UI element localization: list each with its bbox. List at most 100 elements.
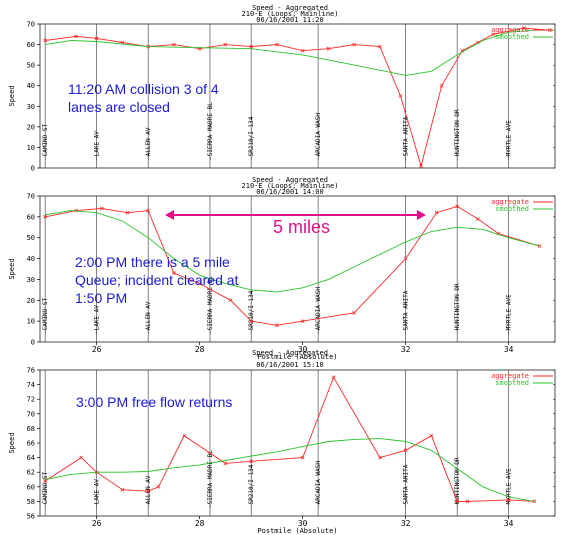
y-tick-label: 56 <box>27 513 35 521</box>
data-point <box>434 210 439 215</box>
x-tick-label: 26 <box>92 519 102 528</box>
plot-frame <box>39 195 556 343</box>
data-point <box>223 42 228 47</box>
y-tick-label: 60 <box>27 213 35 221</box>
data-point <box>79 455 84 460</box>
y-tick-label: 60 <box>27 41 35 49</box>
chart-datetime: 06/16/2001 11:20 <box>256 16 323 24</box>
legend-label-smoothed: smoothed <box>495 33 529 41</box>
chart-title: Speed - Aggregated <box>252 349 328 357</box>
x-tick-label: 30 <box>298 519 308 528</box>
y-tick-label: 70 <box>27 21 35 29</box>
annotation-collision: 11:20 AM collision 3 of 4 lanes are clos… <box>68 81 219 115</box>
station-label: —LAKE AV <box>94 131 101 160</box>
series-line-smoothed <box>45 438 535 502</box>
plot-frame <box>39 369 556 517</box>
data-point <box>43 214 48 219</box>
station-label: —HUNTINGTON DR <box>454 283 461 334</box>
chart-subtitle: 210-E (Loops; Mainline) <box>242 10 339 18</box>
y-tick-label: 70 <box>27 193 35 201</box>
series-line-smoothed <box>45 210 540 293</box>
y-tick-label: 0 <box>31 165 35 173</box>
data-point <box>455 499 460 504</box>
data-point <box>378 455 382 460</box>
data-point <box>94 36 99 41</box>
legend-label-aggregate: aggregate <box>491 372 529 380</box>
annotation-five-miles: 5 miles <box>273 217 331 237</box>
y-tick-label: 64 <box>27 454 35 462</box>
y-tick-label: 40 <box>27 82 35 90</box>
data-point <box>125 210 130 215</box>
data-point <box>249 459 254 464</box>
y-tick-label: 62 <box>27 469 35 477</box>
data-point <box>460 48 465 53</box>
station-label: —SR210/I-134 <box>248 464 255 508</box>
data-point <box>455 204 460 209</box>
y-tick-label: 68 <box>27 425 35 433</box>
y-tick-label: 50 <box>27 62 35 70</box>
station-label: —HUNTINGTON DR <box>454 457 461 508</box>
data-point <box>146 208 151 213</box>
data-point <box>223 461 228 466</box>
data-point <box>43 38 48 43</box>
y-tick-label: 30 <box>27 103 35 111</box>
y-tick-label: 40 <box>27 255 35 263</box>
x-tick-label: 28 <box>195 345 205 354</box>
legend-label-aggregate: aggregate <box>491 26 529 34</box>
station-label: —ARCADIA WASH <box>315 287 322 334</box>
station-label: —MYRTLE AVE <box>506 468 513 508</box>
series-line-aggregate <box>44 376 535 502</box>
x-tick-label: 32 <box>401 345 411 354</box>
station-label: —SIERRA MADRE BL <box>207 450 214 508</box>
chart-title: Speed - Aggregated <box>252 176 328 184</box>
chart-title: Speed - Aggregated <box>252 4 328 12</box>
data-point <box>352 42 357 47</box>
data-point <box>197 281 202 286</box>
data-point <box>378 44 382 49</box>
station-label: —LAKE AV <box>94 479 101 508</box>
y-tick-label: 0 <box>31 339 35 347</box>
station-label: —MYRTLE AVE <box>506 120 513 160</box>
station-label: —ALLEN AV <box>145 301 152 334</box>
chart-datetime: 06/16/2001 15:10 <box>256 361 323 369</box>
arrow-head-left <box>165 210 174 220</box>
data-point <box>300 48 305 53</box>
data-point <box>120 487 125 492</box>
data-point <box>300 455 305 460</box>
data-point <box>465 499 470 504</box>
station-label: —SIERRA MADRE BL <box>207 102 214 160</box>
data-point <box>439 83 444 88</box>
y-tick-label: 10 <box>27 318 35 326</box>
data-point <box>475 217 480 221</box>
station-label: —CAMINO-ST <box>42 297 49 334</box>
data-point <box>74 34 78 39</box>
y-tick-label: 20 <box>27 123 35 131</box>
station-label: —SANTA ANITA <box>403 464 410 508</box>
station-label: —CAMINO-ST <box>42 123 49 160</box>
data-point <box>146 489 151 494</box>
y-tick-label: 20 <box>27 297 35 305</box>
station-label: —CAMINO-ST <box>42 471 49 508</box>
chart-subtitle: 210-E (Loops; Mainline) <box>242 182 339 190</box>
y-axis-label: Speed <box>8 258 16 279</box>
y-axis-label: Speed <box>8 85 16 106</box>
annotation-queue: 2:00 PM there is a 5 mile Queue; inciden… <box>75 254 239 306</box>
x-tick-label: 32 <box>401 519 411 528</box>
data-point <box>398 94 403 98</box>
x-tick-label: 34 <box>504 345 514 354</box>
y-tick-label: 60 <box>27 483 35 491</box>
legend-label-aggregate: aggregate <box>491 198 529 206</box>
data-point <box>496 231 501 236</box>
x-tick-label: 34 <box>504 519 514 528</box>
data-point <box>522 26 526 30</box>
y-tick-label: 74 <box>27 381 35 389</box>
y-tick-label: 76 <box>27 367 35 375</box>
data-point <box>506 498 511 502</box>
series-line-aggregate <box>45 27 550 168</box>
data-point <box>249 319 254 324</box>
x-tick-label: 28 <box>195 519 205 528</box>
x-tick-label: 26 <box>92 345 102 354</box>
data-point <box>331 375 336 380</box>
station-label: —ALLEN AV <box>145 127 152 160</box>
